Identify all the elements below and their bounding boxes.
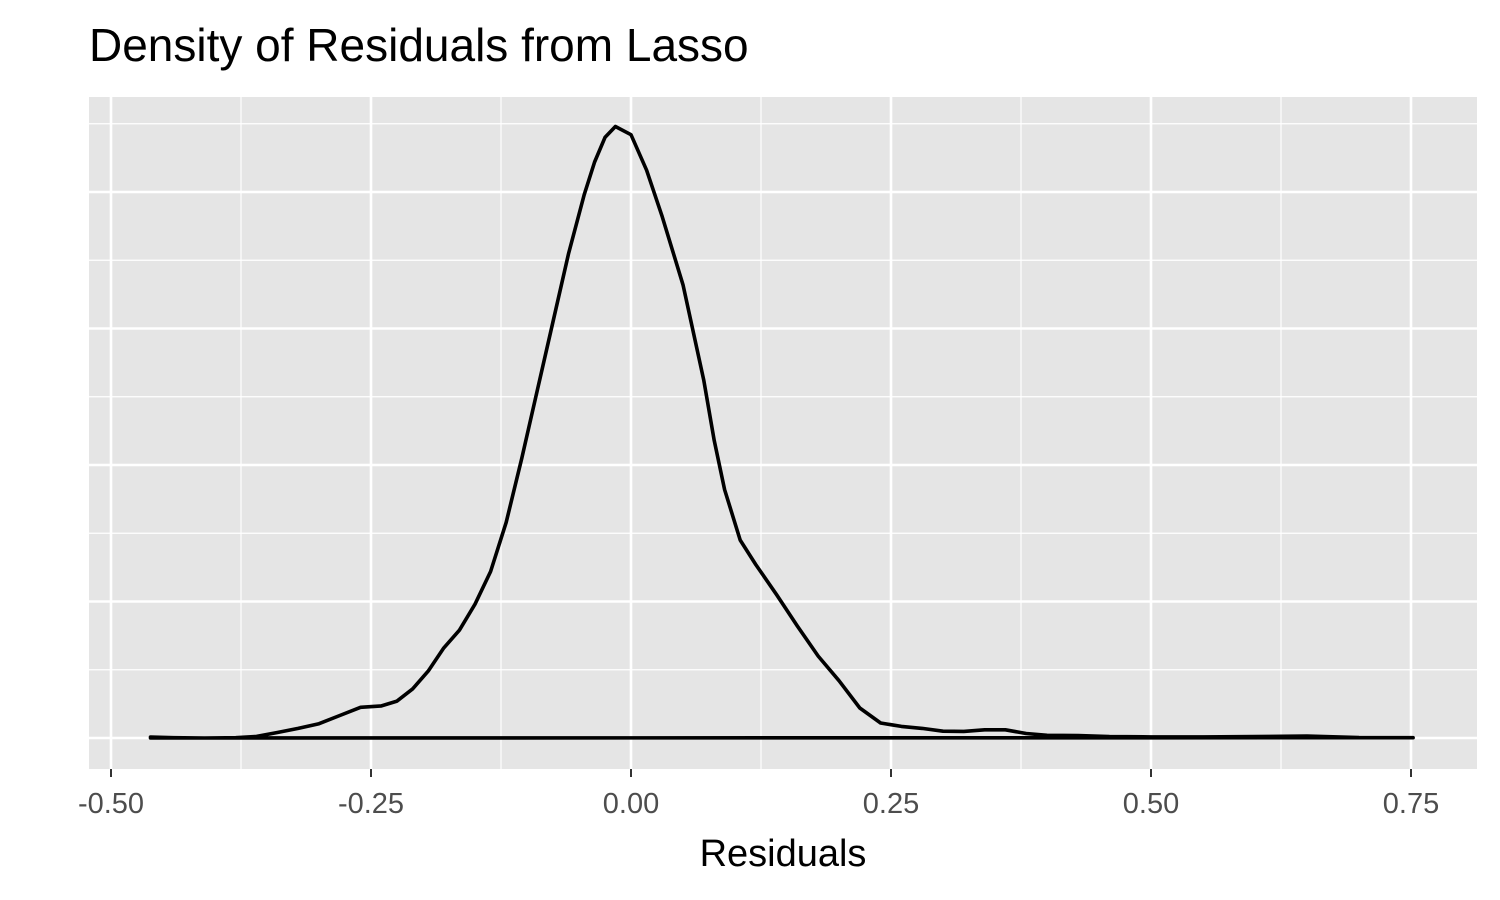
chart-title: Density of Residuals from Lasso [89,19,749,71]
x-tick-label: -0.25 [338,788,404,820]
x-tick-label: 0.50 [1123,788,1179,820]
minor-gridlines [89,97,1477,769]
x-tick-label: 0.00 [603,788,659,820]
x-tick-label: -0.50 [78,788,144,820]
x-tick-label: 0.75 [1383,788,1439,820]
x-tick-label: 0.25 [863,788,919,820]
plot-panel [89,97,1477,769]
x-axis-title: Residuals [700,833,867,875]
x-axis-tick-labels: -0.50 -0.25 0.00 0.25 0.50 0.75 [78,788,1439,820]
density-curve [148,124,1415,740]
x-axis-ticks [110,769,1412,777]
